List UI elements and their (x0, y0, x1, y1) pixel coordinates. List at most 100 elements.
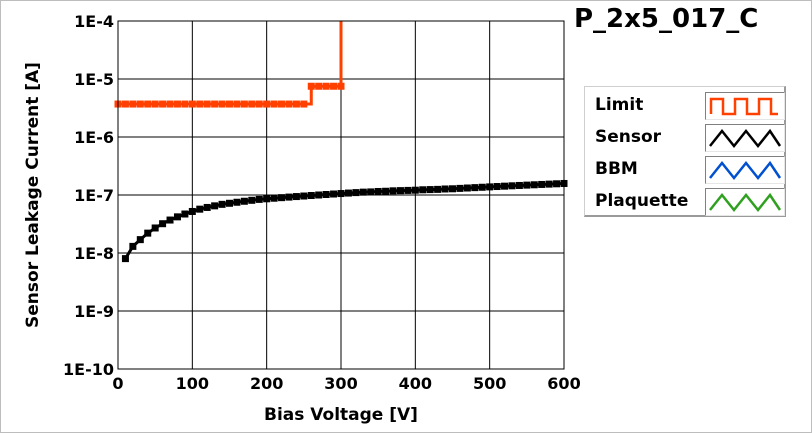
y-tick-label: 1E-4 (74, 12, 114, 31)
data-point-sensor (374, 187, 382, 195)
data-point-sensor (344, 189, 352, 197)
data-point-sensor (203, 203, 211, 211)
legend-line-plaquette (709, 192, 782, 213)
legend-swatch-limit (705, 92, 785, 120)
data-point-sensor (508, 182, 516, 190)
data-point-sensor (263, 195, 271, 203)
y-tick-label: 1E-6 (74, 128, 114, 147)
x-tick-label: 200 (250, 374, 283, 393)
data-point-sensor (292, 193, 300, 201)
data-point-sensor (419, 186, 427, 194)
data-point-sensor (389, 187, 397, 195)
y-axis-title: Sensor Leakage Current [A] (23, 62, 43, 328)
x-tick-label: 600 (547, 374, 580, 393)
x-tick-label: 100 (176, 374, 209, 393)
legend-swatch-sensor (705, 124, 785, 152)
legend-line-sensor (709, 128, 782, 149)
data-point-limit (248, 100, 256, 108)
x-tick-label: 300 (324, 374, 357, 393)
legend-label-bbm: BBM (595, 159, 638, 179)
data-point-sensor (486, 183, 494, 191)
data-point-limit (136, 100, 144, 108)
data-point-sensor (456, 184, 464, 192)
data-point-limit (181, 100, 189, 108)
data-point-sensor (501, 182, 509, 190)
data-point-sensor (300, 192, 308, 200)
data-point-sensor (330, 190, 338, 198)
data-point-limit (233, 100, 241, 108)
data-point-sensor (173, 213, 181, 221)
legend-swatch-plaquette (705, 188, 785, 216)
data-point-sensor (196, 205, 204, 213)
data-point-limit (144, 100, 152, 108)
data-point-sensor (538, 180, 546, 188)
data-point-sensor (255, 195, 263, 203)
data-point-sensor (129, 242, 137, 250)
data-point-limit (188, 100, 196, 108)
legend-item-plaquette[interactable]: Plaquette (585, 185, 785, 217)
data-point-sensor (359, 188, 367, 196)
data-point-limit (315, 82, 323, 90)
legend-line-bbm (709, 160, 782, 181)
data-point-sensor (121, 255, 129, 263)
data-point-sensor (396, 187, 404, 195)
data-point-limit (121, 100, 129, 108)
data-point-limit (218, 100, 226, 108)
x-tick-label: 500 (473, 374, 506, 393)
y-tick-label: 1E-5 (74, 70, 114, 89)
data-point-sensor (553, 180, 561, 188)
y-tick-label: 1E-9 (74, 302, 114, 321)
data-point-sensor (322, 191, 330, 199)
data-point-sensor (270, 194, 278, 202)
data-point-sensor (233, 198, 241, 206)
x-tick-label: 400 (399, 374, 432, 393)
data-point-sensor (226, 199, 233, 207)
data-point-limit (159, 100, 167, 108)
data-point-sensor (315, 191, 323, 199)
tick-labels: 0 100 200 300 400 500 600 1E-10 1E-9 1E-8 1E-7 1E-6… (63, 12, 581, 393)
data-point-sensor (478, 183, 486, 191)
data-point-limit (322, 82, 330, 90)
data-point-sensor (248, 196, 256, 204)
data-point-sensor (144, 229, 152, 237)
data-point-limit (330, 82, 338, 90)
series-layer (114, 21, 568, 263)
legend-label-plaquette: Plaquette (595, 191, 689, 211)
data-point-sensor (404, 186, 412, 194)
data-point-sensor (337, 190, 345, 198)
data-point-sensor (278, 194, 286, 202)
data-point-sensor (188, 207, 196, 215)
data-point-sensor (352, 189, 360, 197)
data-point-limit (278, 100, 286, 108)
y-tick-label: 1E-10 (63, 360, 114, 379)
data-point-sensor (159, 220, 167, 228)
data-point-limit (263, 100, 271, 108)
legend-item-sensor[interactable]: Sensor (585, 121, 785, 153)
data-point-sensor (441, 185, 449, 193)
data-point-limit (203, 100, 211, 108)
legend: Limit Sensor BBM Plaquette (584, 86, 786, 217)
data-point-limit (196, 100, 204, 108)
legend-item-limit[interactable]: Limit (585, 89, 785, 121)
x-tick-label: 0 (112, 374, 123, 393)
data-point-limit (129, 100, 137, 108)
data-point-limit (173, 100, 181, 108)
data-point-sensor (523, 181, 531, 189)
data-point-limit (255, 100, 263, 108)
data-point-sensor (411, 186, 419, 194)
legend-label-sensor: Sensor (595, 127, 662, 147)
data-point-sensor (463, 184, 471, 192)
data-point-limit (151, 100, 159, 108)
data-point-limit (285, 100, 293, 108)
data-point-sensor (434, 185, 442, 193)
data-point-limit (211, 100, 219, 108)
data-point-limit (166, 100, 174, 108)
chart-title: P_2x5_017_C (574, 4, 759, 34)
y-tick-label: 1E-7 (74, 186, 114, 205)
y-tick-label: 1E-8 (74, 244, 114, 263)
data-point-limit (270, 100, 278, 108)
data-point-sensor (367, 188, 375, 196)
legend-item-bbm[interactable]: BBM (585, 153, 785, 185)
data-point-sensor (307, 192, 315, 200)
